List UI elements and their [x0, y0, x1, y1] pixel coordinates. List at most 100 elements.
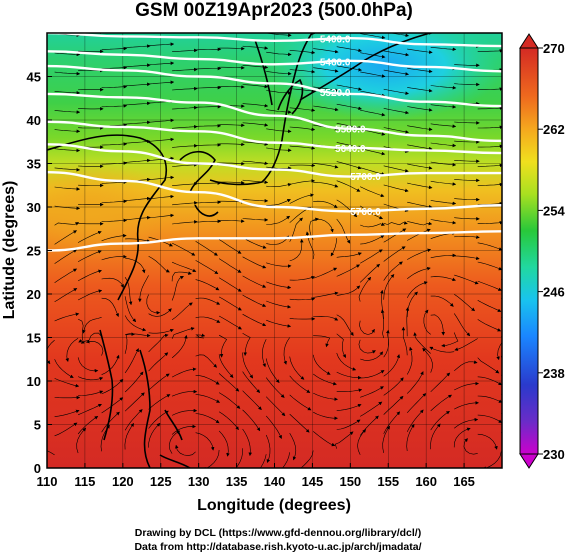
streamline	[125, 120, 151, 125]
streamline	[383, 228, 407, 243]
streamline	[148, 333, 169, 353]
streamline	[357, 429, 366, 455]
streamline	[101, 218, 128, 223]
streamline	[407, 201, 433, 209]
streamline	[313, 315, 339, 321]
streamline	[54, 359, 74, 378]
map-figure: 5400.0 5460.0 5520.0 5580.0 5640.0 5700.0 5760…	[1, 27, 565, 514]
streamline	[383, 377, 404, 396]
streamline	[406, 281, 428, 299]
streamline	[407, 144, 433, 151]
streamline	[454, 417, 479, 429]
streamline	[242, 218, 269, 222]
streamline	[148, 410, 169, 429]
streamline	[336, 403, 362, 411]
streamline	[477, 414, 502, 423]
streamline	[454, 294, 476, 312]
streamline	[336, 180, 361, 192]
streamline	[383, 184, 409, 193]
streamline	[172, 67, 198, 72]
streamline	[148, 61, 175, 66]
streamline	[430, 423, 441, 450]
streamline	[172, 48, 198, 53]
contour-label: 5760.0	[350, 207, 381, 218]
x-tick-label: 155	[377, 474, 399, 489]
streamline	[195, 47, 222, 52]
streamline	[454, 197, 480, 202]
streamline	[360, 33, 386, 40]
streamline	[383, 165, 409, 173]
x-tick-label: 110	[37, 474, 58, 489]
streamline	[477, 280, 502, 291]
streamline	[54, 148, 81, 153]
streamline	[477, 242, 502, 251]
streamline	[336, 123, 362, 130]
streamline	[218, 354, 234, 378]
x-tick-label: 120	[112, 474, 134, 489]
streamline	[242, 275, 267, 288]
streamline	[454, 255, 480, 260]
streamline	[266, 215, 291, 225]
streamline	[477, 220, 502, 225]
streamline	[454, 401, 479, 410]
streamline	[171, 367, 197, 378]
y-tick-label: 35	[27, 157, 41, 172]
streamline	[383, 88, 409, 95]
streamline	[101, 411, 120, 433]
streamline	[383, 221, 408, 226]
streamline	[289, 238, 304, 262]
colorbar-top-triangle	[519, 33, 539, 49]
streamline	[289, 356, 305, 380]
streamline	[430, 219, 457, 225]
streamline	[501, 374, 502, 376]
streamline	[441, 332, 459, 348]
streamline	[383, 395, 404, 415]
streamline	[266, 235, 290, 245]
streamline	[454, 274, 479, 285]
colorbar-bottom-triangle	[519, 453, 539, 469]
streamline	[218, 277, 242, 292]
streamline	[430, 276, 456, 282]
streamline	[242, 371, 261, 393]
streamline	[383, 69, 409, 76]
contour-label: 5640.0	[335, 144, 366, 155]
streamline	[313, 392, 338, 401]
streamline	[242, 390, 262, 411]
x-tick-label: 125	[150, 474, 172, 489]
streamline	[313, 163, 339, 169]
streamline	[195, 260, 219, 275]
streamline	[407, 163, 433, 170]
streamline	[242, 237, 267, 249]
streamline	[265, 434, 271, 463]
streamline	[313, 48, 339, 54]
streamline	[313, 86, 339, 92]
streamline	[289, 297, 316, 301]
streamline	[359, 320, 375, 335]
streamline	[219, 65, 245, 70]
streamline	[102, 29, 127, 30]
streamline	[430, 372, 451, 393]
streamline	[77, 376, 104, 381]
streamline	[266, 199, 291, 206]
streamline	[195, 241, 218, 256]
contour-label: 5520.0	[320, 88, 351, 99]
streamline	[313, 373, 337, 386]
streamline	[266, 300, 292, 309]
streamline	[195, 354, 218, 368]
streamline	[289, 394, 312, 411]
streamline	[430, 394, 453, 412]
streamline	[65, 338, 79, 362]
streamline	[407, 87, 433, 93]
streamline	[360, 90, 386, 98]
streamline	[148, 213, 175, 219]
streamline	[171, 334, 188, 359]
streamline	[477, 125, 502, 130]
streamline	[101, 142, 128, 146]
streamline	[218, 258, 242, 273]
colorbar-tick-label: 270	[543, 41, 565, 56]
x-axis-ticks: 110 115 120 125 130 135 140 145 150 155 160 165	[37, 463, 475, 489]
streamline	[125, 27, 150, 29]
y-tick-label: 5	[34, 418, 41, 433]
streamline	[218, 373, 240, 392]
streamline	[54, 205, 81, 211]
